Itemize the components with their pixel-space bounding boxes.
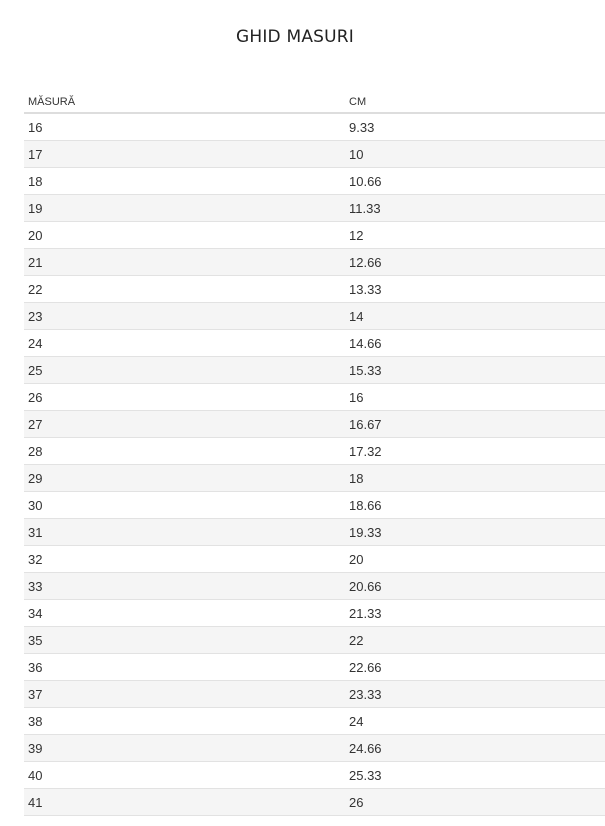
- cm-cell: 13.33: [345, 275, 605, 303]
- table-row: 26 16: [24, 383, 605, 411]
- cm-cell: 12.66: [345, 248, 605, 276]
- table-row: 36 22.66: [24, 653, 605, 681]
- cm-cell: 14.66: [345, 329, 605, 357]
- size-cell: 28: [24, 437, 345, 465]
- cm-cell: 14: [345, 302, 605, 330]
- size-cell: 17: [24, 140, 345, 168]
- table-row: 20 12: [24, 221, 605, 249]
- size-cell: 30: [24, 491, 345, 519]
- cm-cell: 21.33: [345, 599, 605, 627]
- cm-cell: 16: [345, 383, 605, 411]
- size-cell: 18: [24, 167, 345, 195]
- size-cell: 20: [24, 221, 345, 249]
- size-cell: 23: [24, 302, 345, 330]
- size-cell: 37: [24, 680, 345, 708]
- size-cell: 22: [24, 275, 345, 303]
- table-row: 22 13.33: [24, 275, 605, 303]
- table-row: 27 16.67: [24, 410, 605, 438]
- table-row: 37 23.33: [24, 680, 605, 708]
- cm-cell: 24.66: [345, 734, 605, 762]
- cm-cell: 20.66: [345, 572, 605, 600]
- table-row: 34 21.33: [24, 599, 605, 627]
- table-row: 21 12.66: [24, 248, 605, 276]
- table-row: 39 24.66: [24, 734, 605, 762]
- table-row: 29 18: [24, 464, 605, 492]
- size-cell: 19: [24, 194, 345, 222]
- table-row: 23 14: [24, 302, 605, 330]
- size-cell: 21: [24, 248, 345, 276]
- cm-cell: 11.33: [345, 194, 605, 222]
- table-row: 24 14.66: [24, 329, 605, 357]
- size-cell: 38: [24, 707, 345, 735]
- cm-cell: 22.66: [345, 653, 605, 681]
- cm-cell: 26: [345, 788, 605, 816]
- size-cell: 33: [24, 572, 345, 600]
- size-cell: 35: [24, 626, 345, 654]
- cm-cell: 22: [345, 626, 605, 654]
- table-row: 17 10: [24, 140, 605, 168]
- header-size: MĂSURĂ: [24, 91, 345, 114]
- table-row: 16 9.33: [24, 113, 605, 141]
- table-row: 30 18.66: [24, 491, 605, 519]
- cm-cell: 10: [345, 140, 605, 168]
- table-row: 32 20: [24, 545, 605, 573]
- size-cell: 24: [24, 329, 345, 357]
- size-cell: 32: [24, 545, 345, 573]
- table-row: 33 20.66: [24, 572, 605, 600]
- table-row: 31 19.33: [24, 518, 605, 546]
- page-title: GHID MASURI: [235, 27, 355, 47]
- size-cell: 26: [24, 383, 345, 411]
- size-cell: 31: [24, 518, 345, 546]
- cm-cell: 9.33: [345, 113, 605, 141]
- table-row: 35 22: [24, 626, 605, 654]
- cm-cell: 18: [345, 464, 605, 492]
- size-cell: 40: [24, 761, 345, 789]
- size-cell: 39: [24, 734, 345, 762]
- cm-cell: 25.33: [345, 761, 605, 789]
- table-row: 40 25.33: [24, 761, 605, 789]
- size-cell: 29: [24, 464, 345, 492]
- table-row: 28 17.32: [24, 437, 605, 465]
- table-header-row: MĂSURĂ CM: [24, 91, 605, 114]
- cm-cell: 10.66: [345, 167, 605, 195]
- table-row: 19 11.33: [24, 194, 605, 222]
- cm-cell: 15.33: [345, 356, 605, 384]
- size-cell: 41: [24, 788, 345, 816]
- cm-cell: 12: [345, 221, 605, 249]
- size-cell: 34: [24, 599, 345, 627]
- cm-cell: 18.66: [345, 491, 605, 519]
- cm-cell: 17.32: [345, 437, 605, 465]
- table-row: 25 15.33: [24, 356, 605, 384]
- table-row: 41 26: [24, 788, 605, 816]
- size-cell: 36: [24, 653, 345, 681]
- table-row: 38 24: [24, 707, 605, 735]
- cm-cell: 16.67: [345, 410, 605, 438]
- cm-cell: 19.33: [345, 518, 605, 546]
- size-cell: 16: [24, 113, 345, 141]
- size-cell: 27: [24, 410, 345, 438]
- header-cm: CM: [345, 91, 605, 114]
- table-row: 18 10.66: [24, 167, 605, 195]
- cm-cell: 23.33: [345, 680, 605, 708]
- size-cell: 25: [24, 356, 345, 384]
- size-guide-table: MĂSURĂ CM 16 9.33 17 10 18 10.66 19 11.33 20 12 21…: [24, 91, 605, 816]
- cm-cell: 24: [345, 707, 605, 735]
- cm-cell: 20: [345, 545, 605, 573]
